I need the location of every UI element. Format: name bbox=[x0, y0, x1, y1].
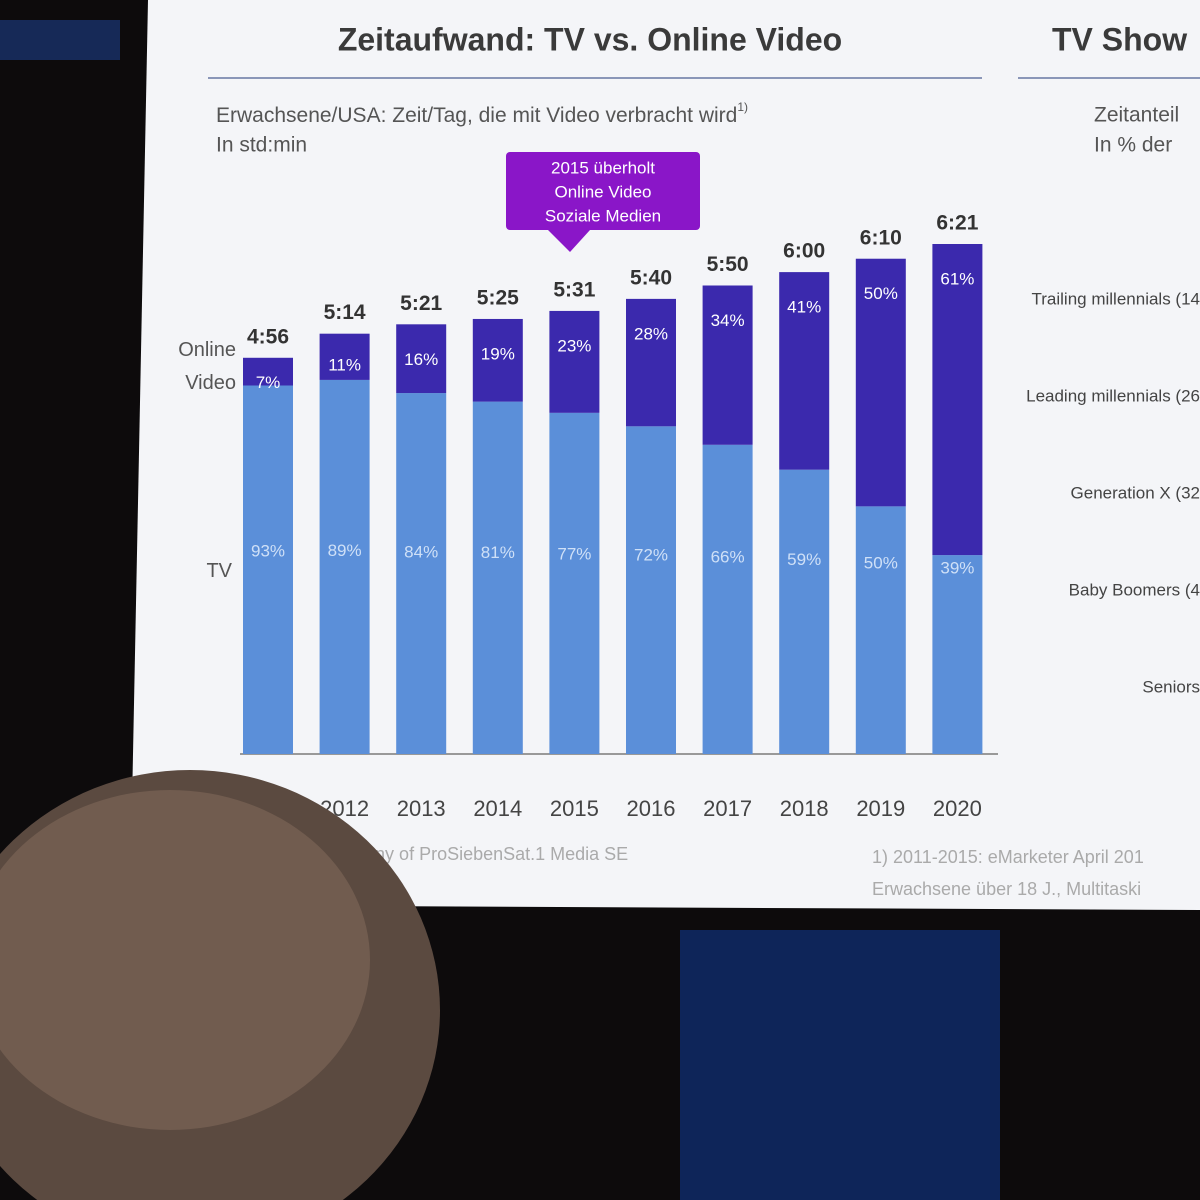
side-subtitle: Zeitanteil bbox=[1094, 104, 1179, 127]
x-tick-label: 2018 bbox=[780, 796, 829, 821]
value-label: 89% bbox=[328, 541, 362, 560]
x-tick-label: 2014 bbox=[473, 796, 522, 821]
value-label: 72% bbox=[634, 546, 668, 565]
total-label: 6:00 bbox=[783, 240, 825, 263]
bars: 93%7%4:56201189%11%5:14201284%16%5:21201… bbox=[243, 212, 983, 821]
value-label: 34% bbox=[711, 311, 745, 330]
bar-segment bbox=[472, 318, 523, 402]
value-label: 50% bbox=[864, 284, 898, 303]
x-tick-label: 2016 bbox=[627, 796, 676, 821]
total-label: 5:50 bbox=[707, 253, 749, 276]
annotation-box bbox=[506, 152, 700, 230]
value-label: 19% bbox=[481, 344, 515, 363]
bar-segment bbox=[472, 401, 523, 754]
bar-segment bbox=[319, 379, 370, 754]
stage-light bbox=[0, 20, 120, 60]
footnote: Erwachsene über 18 J., Multitaski bbox=[872, 879, 1141, 899]
bar-segment bbox=[779, 469, 830, 754]
value-label: 50% bbox=[864, 554, 898, 573]
total-label: 6:10 bbox=[860, 226, 902, 249]
value-label: 59% bbox=[787, 550, 821, 569]
value-label: 81% bbox=[481, 543, 515, 562]
stage-light bbox=[680, 930, 1000, 1200]
side-row-label: Trailing millennials (14 bbox=[1032, 289, 1200, 308]
bar-segment bbox=[932, 555, 983, 754]
total-label: 4:56 bbox=[247, 325, 289, 348]
total-label: 5:21 bbox=[400, 292, 442, 315]
side-row-label: Seniors bbox=[1142, 677, 1200, 696]
annotation-pointer bbox=[548, 230, 590, 252]
value-label: 7% bbox=[256, 373, 281, 392]
bar-segment bbox=[549, 310, 600, 413]
bar-segment bbox=[932, 244, 983, 556]
bar-segment bbox=[396, 324, 447, 394]
annotation: Soziale Medien bbox=[545, 206, 661, 225]
bar-segment bbox=[243, 357, 293, 386]
bar-segment bbox=[855, 506, 906, 754]
footer: A company of ProSiebenSat.1 Media SE bbox=[305, 844, 628, 864]
value-label: 93% bbox=[251, 542, 285, 561]
value-label: 77% bbox=[557, 544, 591, 563]
side-rows: Trailing millennials (14 Leading millenni… bbox=[1026, 289, 1200, 696]
bar-segment bbox=[779, 272, 830, 470]
side-row-label: Generation X (32 bbox=[1071, 483, 1200, 502]
total-label: 5:25 bbox=[477, 287, 519, 310]
x-tick-label: 2015 bbox=[550, 796, 599, 821]
bar-segment bbox=[396, 393, 447, 754]
x-tick-label: 2020 bbox=[933, 796, 982, 821]
footnote-mark: 1) bbox=[737, 100, 748, 114]
annotation: Online Video bbox=[554, 182, 651, 201]
value-label: 39% bbox=[940, 559, 974, 578]
subtitle-text: Erwachsene/USA: Zeit/Tag, die mit Video … bbox=[216, 104, 737, 127]
chart-title: Zeitaufwand: TV vs. Online Video bbox=[338, 21, 842, 57]
bar-segment bbox=[702, 285, 753, 445]
value-label: 16% bbox=[404, 350, 438, 369]
bar-segment bbox=[243, 385, 293, 754]
value-label: 23% bbox=[557, 336, 591, 355]
total-label: 6:21 bbox=[936, 212, 978, 235]
bar-segment bbox=[626, 298, 676, 427]
bar-segment bbox=[855, 258, 906, 507]
bar-segment bbox=[626, 426, 676, 754]
side-title: TV Show bbox=[1052, 21, 1187, 57]
value-label: 84% bbox=[404, 542, 438, 561]
total-label: 5:40 bbox=[630, 266, 672, 289]
value-label: 41% bbox=[787, 298, 821, 317]
value-label: 66% bbox=[711, 548, 745, 567]
value-label: 28% bbox=[634, 324, 668, 343]
total-label: 5:31 bbox=[553, 278, 595, 301]
side-row-label: Leading millennials (26 bbox=[1026, 386, 1200, 405]
x-tick-label: 2013 bbox=[397, 796, 446, 821]
legend-entry: TV bbox=[206, 560, 232, 582]
value-label: 61% bbox=[940, 269, 974, 288]
footnote: 1) 2011-2015: eMarketer April 201 bbox=[872, 847, 1144, 867]
legend-entry: Online Video bbox=[178, 339, 236, 394]
x-tick-label: 2017 bbox=[703, 796, 752, 821]
x-tick-label: 2019 bbox=[856, 796, 905, 821]
side-row-label: Baby Boomers (4 bbox=[1069, 580, 1200, 599]
value-label: 11% bbox=[328, 355, 361, 374]
audience-head bbox=[0, 790, 370, 1130]
bar-segment bbox=[549, 412, 600, 754]
annotation: 2015 überholt bbox=[551, 158, 655, 177]
side-subtitle: In % der bbox=[1094, 134, 1172, 157]
subtitle: Erwachsene/USA: Zeit/Tag, die mit Video … bbox=[216, 100, 748, 126]
total-label: 5:14 bbox=[324, 301, 366, 324]
bar-segment bbox=[702, 444, 753, 754]
unit-note: In std:min bbox=[216, 134, 307, 157]
bar-segment bbox=[319, 333, 370, 380]
